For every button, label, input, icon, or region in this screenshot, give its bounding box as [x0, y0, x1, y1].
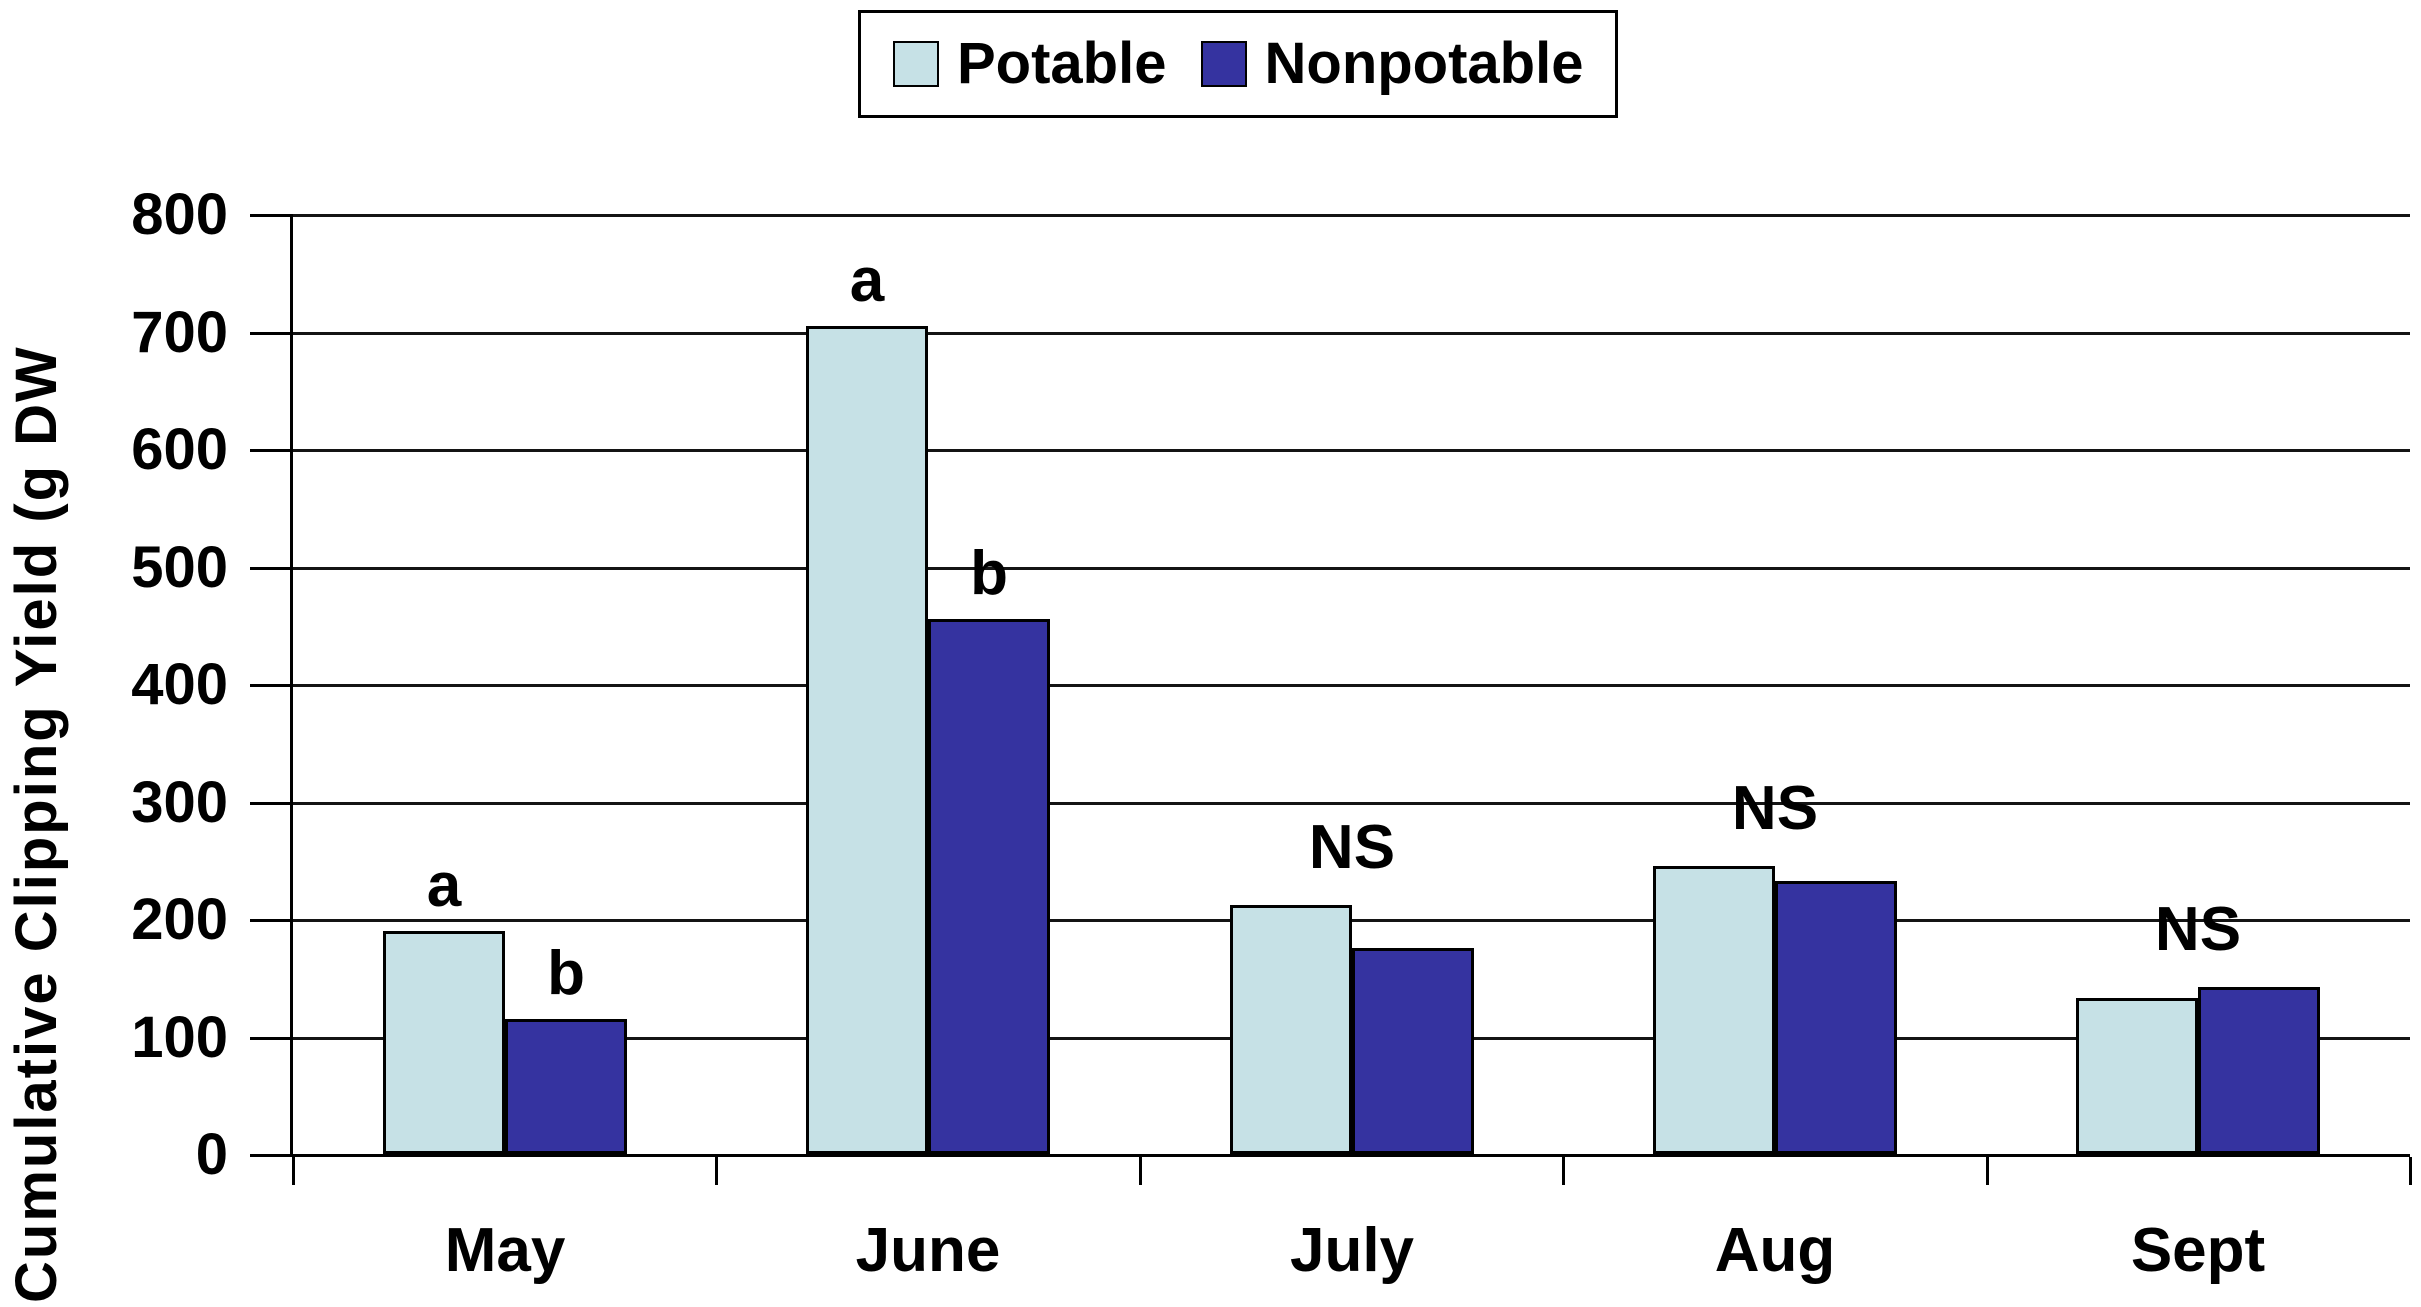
significance-label-may-a: a	[426, 851, 462, 920]
legend-swatch-nonpotable	[1200, 41, 1247, 87]
x-category-label-june: June	[855, 1216, 1001, 1285]
legend-label-potable: Potable	[957, 31, 1167, 96]
y-tick-mark-200	[250, 919, 290, 922]
bar-aug-nonpotable	[1775, 881, 1897, 1154]
legend-item-potable: Potable	[893, 35, 1167, 93]
bar-july-potable	[1230, 905, 1352, 1154]
plot-area: 0 100 200 300 400 500 600 700 800 a b May a b June NS Ju…	[131, 182, 2412, 1285]
y-tick-mark-300	[250, 802, 290, 805]
y-tick-mark-100	[250, 1037, 290, 1040]
gridline-700	[293, 332, 2410, 335]
x-tick-mark-2	[1139, 1157, 1142, 1185]
y-tick-label-0: 0	[195, 1122, 228, 1187]
legend-swatch-potable	[893, 41, 939, 87]
x-tick-mark-5	[2409, 1157, 2412, 1185]
x-tick-mark-3	[1562, 1157, 1565, 1185]
significance-label-june-a: a	[849, 246, 885, 315]
y-tick-mark-700	[250, 332, 290, 335]
legend: Potable Nonpotable	[858, 10, 1619, 118]
gridline-600	[293, 449, 2410, 452]
y-tick-label-300: 300	[131, 770, 228, 835]
gridline-800	[293, 214, 2410, 217]
x-tick-mark-0	[292, 1157, 295, 1185]
bar-june-potable	[806, 326, 928, 1154]
x-category-label-july: July	[1289, 1216, 1415, 1285]
y-tick-label-700: 700	[131, 300, 228, 365]
legend-label-nonpotable: Nonpotable	[1264, 31, 1584, 96]
bar-may-nonpotable	[505, 1019, 627, 1154]
x-category-label-may: May	[444, 1216, 566, 1285]
y-tick-mark-400	[250, 684, 290, 687]
gridline-300	[293, 802, 2410, 805]
bar-july-nonpotable	[1352, 948, 1474, 1154]
bar-may-potable	[383, 931, 505, 1154]
x-category-label-sept: Sept	[2130, 1216, 2266, 1285]
y-tick-mark-600	[250, 449, 290, 452]
x-category-label-aug: Aug	[1714, 1216, 1836, 1285]
significance-label-june-b: b	[970, 539, 1008, 608]
x-tick-mark-4	[1986, 1157, 1989, 1185]
gridline-400	[293, 684, 2410, 687]
y-tick-mark-500	[250, 567, 290, 570]
y-tick-label-800: 800	[131, 182, 228, 247]
significance-label-july-ns: NS	[1308, 813, 1396, 882]
y-tick-label-500: 500	[131, 535, 228, 600]
y-tick-label-600: 600	[131, 417, 228, 482]
y-tick-label-100: 100	[131, 1005, 228, 1070]
significance-label-sept-ns: NS	[2154, 895, 2242, 964]
bar-aug-potable	[1653, 866, 1775, 1154]
gridline-500	[293, 567, 2410, 570]
y-tick-label-200: 200	[131, 887, 228, 952]
bar-june-nonpotable	[928, 619, 1050, 1154]
significance-label-may-b: b	[547, 939, 585, 1008]
y-tick-label-400: 400	[131, 652, 228, 717]
y-tick-mark-0	[250, 1154, 290, 1157]
bar-sept-nonpotable	[2198, 987, 2320, 1154]
legend-item-nonpotable: Nonpotable	[1200, 31, 1584, 96]
y-tick-mark-800	[250, 214, 290, 217]
bar-sept-potable	[2076, 998, 2198, 1154]
x-tick-mark-1	[715, 1157, 718, 1185]
significance-label-aug-ns: NS	[1731, 774, 1819, 843]
